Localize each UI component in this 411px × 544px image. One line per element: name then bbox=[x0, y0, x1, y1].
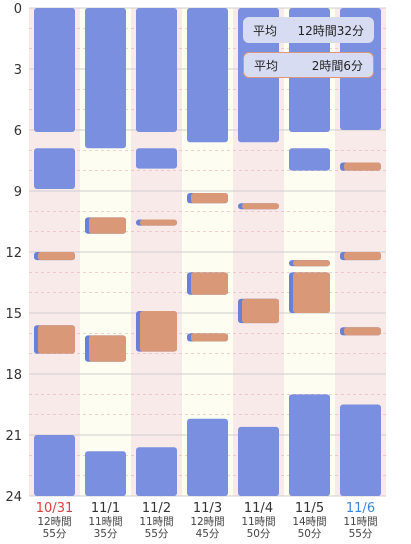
y-tick-label: 6 bbox=[14, 124, 22, 139]
average-nap-label: 平均 bbox=[254, 58, 279, 73]
y-tick-label: 15 bbox=[5, 307, 22, 322]
y-tick-label: 18 bbox=[5, 368, 22, 383]
total-sleep-label: 50分 bbox=[247, 528, 271, 540]
total-sleep-label: 12時間 bbox=[37, 516, 71, 528]
sleep-bar bbox=[340, 404, 381, 496]
total-sleep-label: 55分 bbox=[43, 528, 67, 540]
total-sleep-label: 11時間 bbox=[139, 516, 173, 528]
sleep-bar bbox=[136, 8, 177, 133]
average-sleep-badge: 平均 12時間32分 bbox=[243, 17, 374, 43]
date-label: 11/1 bbox=[91, 501, 120, 516]
nap-bar bbox=[89, 217, 126, 234]
sleep-bar bbox=[187, 8, 228, 143]
total-sleep-label: 35分 bbox=[94, 528, 118, 540]
total-sleep-label: 11時間 bbox=[343, 516, 377, 528]
nap-bar bbox=[344, 327, 381, 336]
nap-bar bbox=[38, 252, 75, 261]
sleep-bar bbox=[289, 394, 330, 496]
average-nap-value: 2時間6分 bbox=[311, 58, 363, 73]
nap-bar bbox=[242, 203, 279, 210]
nap-bar bbox=[89, 335, 126, 362]
nap-bar bbox=[140, 310, 177, 352]
total-sleep-label: 55分 bbox=[349, 528, 373, 540]
sleep-bar bbox=[187, 418, 228, 496]
date-label: 11/6 bbox=[346, 501, 375, 516]
nap-bar bbox=[293, 272, 330, 313]
sleep-bar bbox=[136, 447, 177, 496]
date-label: 11/4 bbox=[244, 501, 273, 516]
date-label: 11/3 bbox=[193, 501, 222, 516]
y-tick-label: 21 bbox=[5, 429, 22, 444]
nap-bar bbox=[293, 260, 330, 267]
y-tick-label: 12 bbox=[5, 246, 22, 261]
total-sleep-label: 11時間 bbox=[88, 516, 122, 528]
date-label: 11/5 bbox=[295, 501, 324, 516]
total-sleep-label: 11時間 bbox=[241, 516, 275, 528]
nap-bar bbox=[242, 298, 279, 324]
sleep-bar bbox=[289, 148, 330, 171]
total-sleep-label: 45分 bbox=[196, 528, 220, 540]
total-sleep-label: 50分 bbox=[298, 528, 322, 540]
sleep-bar bbox=[238, 426, 279, 496]
nap-bar bbox=[191, 272, 228, 295]
total-sleep-label: 14時間 bbox=[292, 516, 326, 528]
nap-bar bbox=[140, 219, 177, 226]
y-tick-label: 24 bbox=[5, 490, 22, 505]
total-sleep-label: 12時間 bbox=[190, 516, 224, 528]
nap-bar bbox=[38, 325, 75, 354]
y-tick-label: 3 bbox=[14, 63, 22, 78]
nap-bar bbox=[344, 252, 381, 261]
y-tick-label: 9 bbox=[14, 185, 22, 200]
sleep-bar bbox=[34, 435, 75, 496]
date-label: 11/2 bbox=[142, 501, 171, 516]
date-label: 10/31 bbox=[36, 501, 73, 516]
average-sleep-value: 12時間32分 bbox=[297, 23, 364, 38]
nap-bar bbox=[191, 333, 228, 342]
sleep-bar bbox=[34, 8, 75, 133]
sleep-bar bbox=[85, 451, 126, 496]
nap-bar bbox=[191, 193, 228, 204]
total-sleep-label: 55分 bbox=[145, 528, 169, 540]
y-tick-label: 0 bbox=[14, 2, 22, 17]
sleep-bar bbox=[85, 8, 126, 149]
sleep-bar bbox=[34, 148, 75, 189]
average-sleep-label: 平均 bbox=[253, 23, 278, 38]
average-nap-badge: 平均 2時間6分 bbox=[243, 52, 374, 78]
nap-bar bbox=[344, 162, 381, 171]
sleep-bar bbox=[136, 148, 177, 169]
